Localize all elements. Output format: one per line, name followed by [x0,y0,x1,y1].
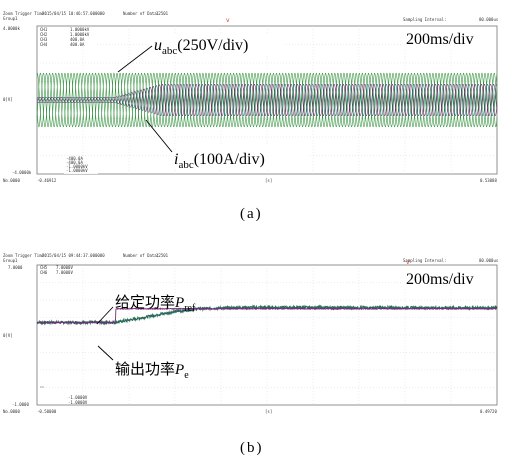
ch5-scale: 7.0000V [56,265,73,270]
ch-bottom-1: -400.0A [66,156,83,161]
sampling-value-b: 80.000us [479,258,499,263]
data-count-label: Number of Data: [123,11,159,16]
out-power-annotation: 输出功率Pe [97,345,189,381]
current-phase-3 [36,83,498,117]
voltage-phase-2 [36,72,498,128]
current-phase-1 [36,83,498,117]
ref-power-symbol: P [174,295,184,311]
ch2-name: CH2 [40,32,48,37]
ref-power-annotation: 给定功率Pref [96,293,196,325]
ch4-name: CH4 [40,42,48,47]
output-power-trace [36,304,498,326]
out-power-symbol: P [174,362,184,378]
y-top-label-b: 7.0000 [8,265,23,270]
x-end-label-b: 0.49720 [480,409,497,414]
origin-label: No.0000 [3,178,20,183]
sampling-value: 80.000us [479,17,499,22]
y-zero-label-b: 0[V] [3,333,13,338]
current-subscript: abc [178,159,193,171]
ch3-scale: 400.0A [70,37,85,42]
ch5-name: CH5 [40,265,48,270]
x-end-label: 0.53088 [480,178,497,183]
data-count-label-b: Number of Data: [123,253,159,258]
y-bottom-label: -4.0000k [12,170,32,175]
scope-panel-a: Zoom Trigger Time: 2015/04/15 10:46:57.0… [3,11,499,183]
current-phase-2 [36,84,498,116]
data-count-value-b: 12501 [156,253,169,258]
ch-bottom-4: -1.0000kV [66,168,88,173]
ch2-scale: 1.0000kV [70,32,90,37]
y-zero-label: 0[V] [3,97,13,102]
trigger-time-label: Zoom Trigger Time: [3,11,46,16]
time-scale-label-a: 200ms/div [403,27,494,48]
origin-label-b: No.0000 [3,409,20,414]
current-annotation: iabc(100A/div) [145,119,308,171]
caption-b: (b) [240,440,264,456]
svg-text:输出功率Pe: 输出功率Pe [115,360,189,381]
caption-a: (a) [240,206,263,222]
svg-text:uabc(250V/div): uabc(250V/div) [154,37,248,57]
sampling-label-b: Sampling Interval: [403,258,446,263]
ch4-scale: 400.0A [70,42,85,47]
ch1-scale: 1.0000kV [70,27,90,32]
channel-scale-top-a: CH1 1.0000kV CH2 1.0000kV CH3 400.0A CH4… [39,27,97,47]
x-unit-label: [s] [265,178,272,183]
ch-bottom-2: -400.0A [66,160,83,165]
trigger-cursor-marker-b: v [406,259,410,266]
x-unit-label-b: [s] [265,409,272,414]
svg-text:200ms/div: 200ms/div [406,31,474,48]
data-count-value: 12501 [156,11,169,16]
ref-power-subscript: ref [184,303,196,314]
y-top-label: 4.0000k [3,26,20,31]
group-label-b: Group1 [3,258,18,263]
channel-scale-top-b: CH5 7.0000V CH6 7.0000V [40,265,73,275]
grid-b [37,265,497,405]
voltage-scale: (250V/div) [177,37,248,54]
out-power-subscript: e [184,370,189,381]
out-power-text: 输出功率 [115,360,175,378]
y-bottom-label-b: -1.0000 [12,402,29,407]
voltage-subscript: abc [162,45,177,57]
svg-text:iabc(100A/div): iabc(100A/div) [174,151,265,171]
trigger-time-value-b: 2015/04/15 09:44:37.000000 [42,253,105,258]
voltage-symbol: u [154,37,162,54]
ch-bottom-b-2: -1.0000V [68,400,88,405]
trigger-time-label-b: Zoom Trigger Time: [3,253,46,258]
ch3-name: CH3 [40,37,48,42]
current-symbol: i [174,151,178,168]
group-label: Group1 [3,16,18,21]
trigger-time-value: 2015/04/15 10:46:57.000000 [42,11,105,16]
time-scale-label-b: 200ms/div [403,267,494,288]
current-scale: (100A/div) [194,151,265,168]
ch1-name: CH1 [40,27,48,32]
channel-scale-bottom-a: -400.0A -400.0A -1.0000kV -1.0000kV [64,156,98,174]
ch6-scale: 7.0000V [56,270,73,275]
voltage-annotation: uabc(250V/div) [117,33,286,73]
x-start-label-b: -0.50000 [37,409,57,414]
ref-power-text: 给定功率 [115,293,175,311]
x-start-label: -0.46912 [37,178,57,183]
ch-bottom-3: -1.0000kV [66,164,88,169]
svg-text:给定功率Pref: 给定功率Pref [115,293,196,314]
traces-b [36,304,498,326]
reference-power-trace [36,307,498,325]
trigger-cursor-marker: v [226,17,230,24]
traces-a [36,72,498,128]
sampling-label: Sampling Interval: [403,17,446,22]
ch-bottom-b-1: -1.0000V [68,395,88,400]
ch6-name: CH6 [40,270,48,275]
channel-scale-bottom-b: -1.0000V -1.0000V [68,395,88,405]
scope-panel-b: Zoom Trigger Time: 2015/04/15 09:44:37.0… [3,253,499,414]
svg-text:200ms/div: 200ms/div [406,271,474,288]
